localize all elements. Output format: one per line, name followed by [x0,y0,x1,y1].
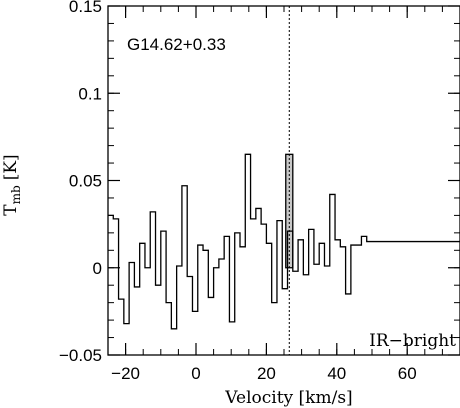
y-tick-label: 0 [93,259,102,278]
x-tick-label: 60 [398,364,417,383]
plot-frame [107,5,460,356]
y-tick-label: 0.05 [69,172,102,191]
y-tick-label: 0.1 [78,84,102,103]
x-tick-label: 0 [191,364,200,383]
y-axis-title-sub: mb [9,185,23,204]
y-axis-title-unit: [K] [1,154,21,180]
series-layer [108,153,460,330]
y-tick-label: −0.05 [59,346,102,365]
x-axis-title: Velocity [km/s] [224,388,352,408]
corner-label: IR−bright [369,331,456,351]
source-label: G14.62+0.33 [127,35,226,54]
label-layer: −0.05 0 0.05 0.1 0.15 −20 0 20 40 60 [59,0,417,383]
y-axis-title: Tmb [K] [1,154,23,215]
y-tick-label: 0.15 [69,0,102,16]
spectrum-line [108,153,460,330]
x-tick-label: −20 [111,364,140,383]
x-tick-label: 20 [257,364,276,383]
y-axis-title-main: T [1,204,21,216]
x-tick-label: 40 [327,364,346,383]
tick-layer [108,5,460,356]
